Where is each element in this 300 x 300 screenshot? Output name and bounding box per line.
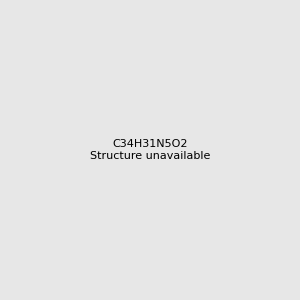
Text: C34H31N5O2
Structure unavailable: C34H31N5O2 Structure unavailable [90, 139, 210, 161]
